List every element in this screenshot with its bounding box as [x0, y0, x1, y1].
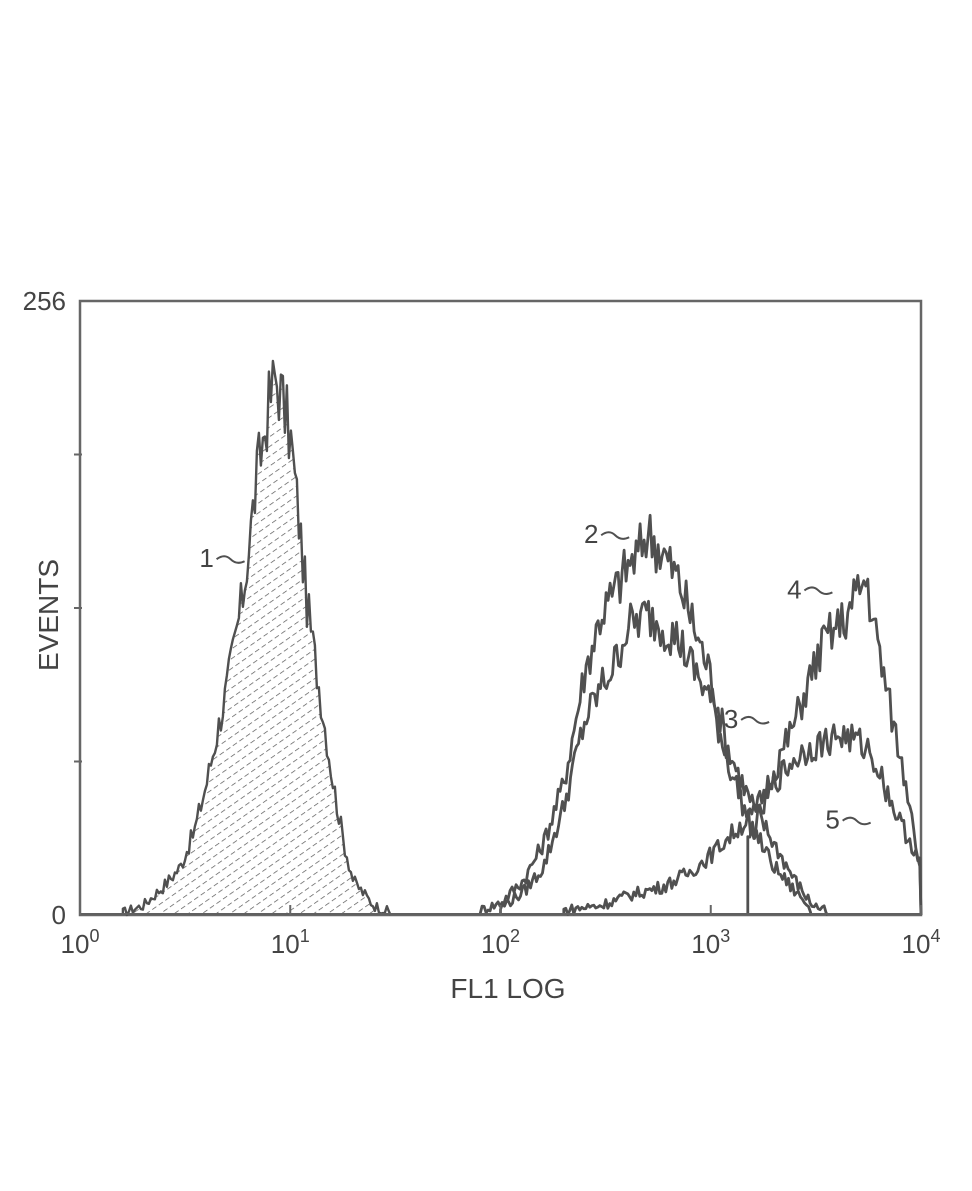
- x-tick-label: 103: [691, 926, 730, 959]
- annotation-leader: [741, 717, 769, 724]
- annotation-label-5: 5: [825, 805, 839, 835]
- series-2-curve: [480, 515, 828, 915]
- y-axis-title: EVENTS: [33, 559, 64, 671]
- annotation-leader: [804, 587, 832, 594]
- x-axis-title: FL1 LOG: [450, 973, 565, 1004]
- annotation-leader: [843, 818, 871, 825]
- x-tick-label: 102: [481, 926, 520, 959]
- annotation-leader: [217, 556, 245, 563]
- x-tick-label: 101: [271, 926, 310, 959]
- y-tick-label: 0: [52, 900, 66, 930]
- annotation-label-4: 4: [787, 574, 801, 604]
- annotation-label-1: 1: [199, 543, 213, 573]
- x-tick-label: 100: [61, 926, 100, 959]
- x-tick-label: 104: [902, 926, 941, 959]
- annotation-label-3: 3: [724, 704, 738, 734]
- series-1-curve: [123, 361, 391, 915]
- y-tick-label: 256: [23, 286, 66, 316]
- series-3-curve: [501, 601, 812, 915]
- annotation-label-2: 2: [584, 519, 598, 549]
- axis-ticks: 100 101 102 103 104 0 256: [23, 286, 941, 959]
- series-layer: [80, 361, 921, 915]
- annotation-leader: [601, 532, 629, 539]
